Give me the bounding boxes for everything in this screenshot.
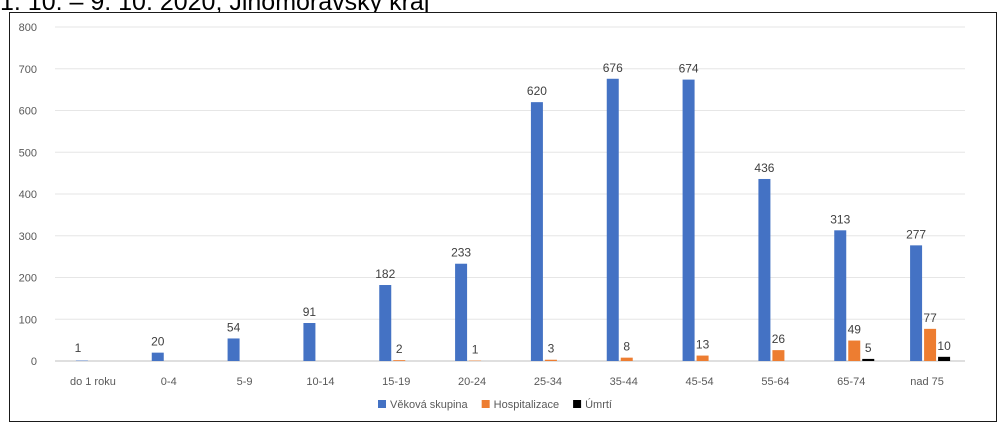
bar-věková-skupina xyxy=(910,245,923,361)
y-tick-label: 600 xyxy=(19,106,37,118)
data-label: 5 xyxy=(865,341,872,355)
bar-hospitalizace xyxy=(544,359,557,361)
legend-swatch xyxy=(573,400,582,408)
bar-úmrtí xyxy=(862,358,875,361)
y-tick-label: 700 xyxy=(19,64,37,76)
x-tick-label: 25-34 xyxy=(534,376,562,388)
bar-věková-skupina xyxy=(606,78,619,362)
data-label: 20 xyxy=(151,335,165,349)
bar-věková-skupina xyxy=(758,178,771,361)
x-tick-label: 45-54 xyxy=(686,376,714,388)
bar-úmrtí xyxy=(938,356,951,361)
x-axis-ticks: do 1 roku 0-4 5-9 10-14 15-19 20-24 25-34 35-44… xyxy=(70,376,944,388)
legend-label: Úmrtí xyxy=(585,398,612,411)
x-tick-label: 15-19 xyxy=(382,376,410,388)
y-tick-label: 300 xyxy=(19,231,37,243)
data-label: 2 xyxy=(396,342,403,356)
bar-věková-skupina xyxy=(682,79,695,361)
y-tick-label: 200 xyxy=(19,273,37,285)
x-tick-label: 65-74 xyxy=(837,376,865,388)
y-tick-label: 0 xyxy=(31,356,37,368)
x-tick-label: nad 75 xyxy=(910,376,944,388)
data-label: 436 xyxy=(754,161,774,175)
data-label: 233 xyxy=(451,246,471,260)
data-label: 26 xyxy=(772,332,786,346)
y-tick-label: 500 xyxy=(19,147,37,159)
data-label: 8 xyxy=(623,340,630,354)
bar-hospitalizace xyxy=(924,328,937,361)
data-label: 3 xyxy=(548,342,555,356)
data-label: 54 xyxy=(227,320,241,334)
data-label: 313 xyxy=(830,212,850,226)
bar-věková-skupina xyxy=(530,102,543,362)
bar-věková-skupina xyxy=(379,285,392,361)
bar-hospitalizace xyxy=(772,350,785,361)
x-tick-label: 55-64 xyxy=(761,376,789,388)
data-label: 676 xyxy=(603,61,623,75)
legend: Věková skupina Hospitalizace Úmrtí xyxy=(378,398,612,411)
bar-věková-skupina xyxy=(151,352,164,361)
bar-hospitalizace xyxy=(393,360,406,361)
data-label: 182 xyxy=(375,267,395,281)
x-tick-label: 10-14 xyxy=(306,376,334,388)
bar-hospitalizace xyxy=(620,357,633,361)
gridlines xyxy=(55,26,965,362)
chart-frame xyxy=(9,12,997,422)
bars xyxy=(75,78,951,362)
x-tick-label: do 1 roku xyxy=(70,376,116,388)
bar-hospitalizace xyxy=(848,340,861,361)
x-tick-label: 20-24 xyxy=(458,376,486,388)
bar-hospitalizace xyxy=(696,355,709,361)
data-labels: 1 20 54 91 182 2 233 1 620 3 676 8 674 13 436 26 313 495 2… xyxy=(75,61,952,357)
bar-věková-skupina xyxy=(227,338,240,361)
x-tick-label: 35-44 xyxy=(610,376,638,388)
data-label: 13 xyxy=(696,338,710,352)
bar-věková-skupina xyxy=(303,323,316,361)
bar-věková-skupina xyxy=(834,230,847,361)
data-label: 10 xyxy=(937,339,951,353)
data-label: 49 xyxy=(848,323,862,337)
data-label: 1 xyxy=(75,341,82,355)
bar-věková-skupina xyxy=(455,263,468,361)
data-label: 674 xyxy=(679,62,699,76)
data-label: 77 xyxy=(923,311,937,325)
data-label: 277 xyxy=(906,227,926,241)
legend-swatch xyxy=(378,400,386,408)
x-tick-label: 5-9 xyxy=(237,376,253,388)
data-label: 1 xyxy=(472,343,479,357)
data-label: 91 xyxy=(303,305,317,319)
legend-label: Věková skupina xyxy=(390,399,469,411)
legend-swatch xyxy=(481,400,490,408)
y-tick-label: 100 xyxy=(19,314,37,326)
data-label: 620 xyxy=(527,84,547,98)
x-tick-label: 0-4 xyxy=(161,376,177,388)
y-axis-ticks: 0 100 200 300 400 500 600 700 800 xyxy=(19,22,37,368)
y-tick-label: 400 xyxy=(19,189,37,201)
y-tick-label: 800 xyxy=(19,22,37,34)
legend-label: Hospitalizace xyxy=(494,399,559,411)
